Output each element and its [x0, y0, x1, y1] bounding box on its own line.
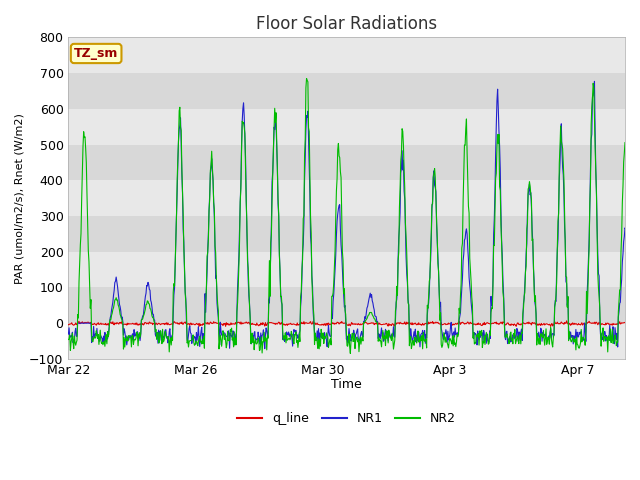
Bar	[68, 216, 625, 252]
Bar	[68, 288, 625, 323]
X-axis label: Time: Time	[332, 378, 362, 391]
Bar	[68, 252, 625, 288]
Bar	[68, 180, 625, 216]
Y-axis label: PAR (umol/m2/s), Rnet (W/m2): PAR (umol/m2/s), Rnet (W/m2)	[15, 113, 25, 284]
Legend: q_line, NR1, NR2: q_line, NR1, NR2	[232, 407, 461, 430]
Bar	[68, 323, 625, 359]
Bar	[68, 37, 625, 73]
Bar	[68, 73, 625, 109]
Bar	[68, 109, 625, 144]
Bar	[68, 144, 625, 180]
Title: Floor Solar Radiations: Floor Solar Radiations	[256, 15, 437, 33]
Text: TZ_sm: TZ_sm	[74, 47, 118, 60]
